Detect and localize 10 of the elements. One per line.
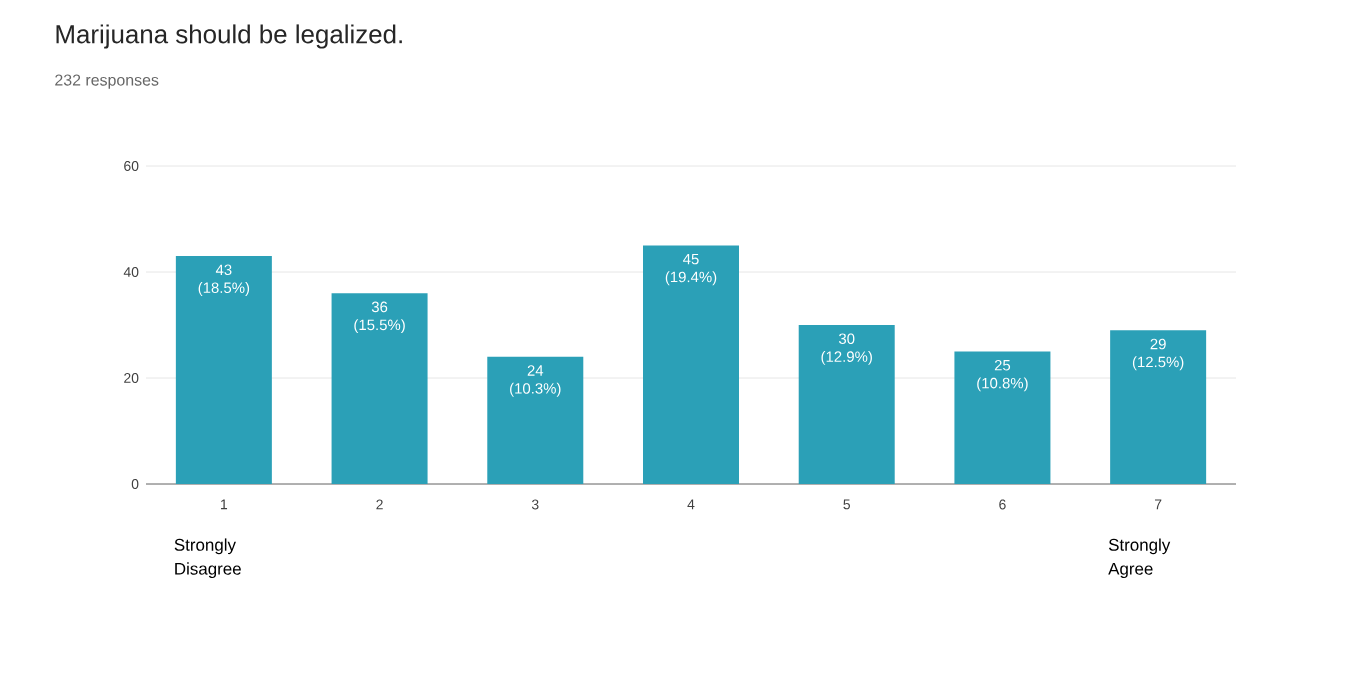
- text: Strongly Disagree: [174, 538, 241, 579]
- bar: [954, 351, 1051, 485]
- text: Strongly Agree: [1108, 538, 1171, 579]
- bar: [331, 293, 428, 485]
- bar: [798, 325, 895, 485]
- bar: [643, 245, 739, 485]
- bar: [487, 356, 584, 485]
- bar: [175, 256, 272, 485]
- bar: [1110, 330, 1207, 485]
- chart-title: Marijuana should be legalized.: [56, 24, 402, 49]
